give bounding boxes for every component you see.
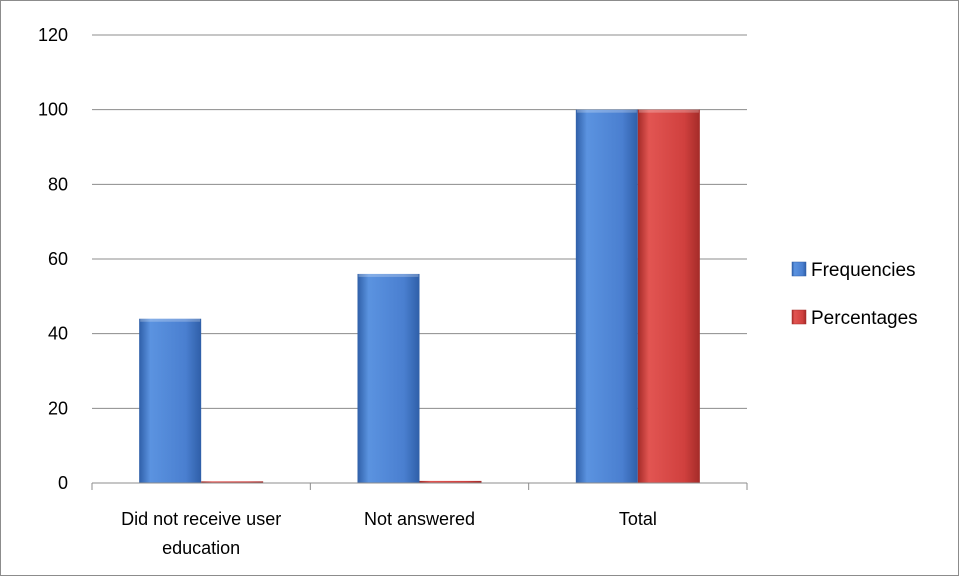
bar-frequencies	[575, 109, 638, 484]
bar-highlight	[358, 273, 419, 277]
bar-frequencies	[139, 318, 202, 483]
y-tick-label: 40	[48, 324, 68, 344]
bar-percentages	[201, 481, 264, 483]
legend-swatch-frequencies	[791, 261, 807, 277]
bar-frequencies	[357, 273, 420, 483]
y-tick-label: 100	[38, 100, 68, 120]
x-axis-category-labels: Did not receive user education Not answere…	[121, 509, 657, 558]
x-category-label: Not answered	[364, 509, 475, 529]
bar-percentages	[419, 480, 482, 483]
y-tick-label: 60	[48, 249, 68, 269]
legend-swatch-percentages	[791, 309, 807, 325]
bar-highlight	[140, 318, 201, 322]
y-tick-label: 0	[58, 473, 68, 493]
y-tick-label: 20	[48, 398, 68, 418]
legend-label-percentages: Percentages	[811, 308, 918, 329]
x-category-label: Did not receive user education	[121, 509, 281, 558]
legend: Frequencies Percentages	[791, 260, 918, 329]
y-tick-label: 80	[48, 174, 68, 194]
x-axis	[91, 482, 748, 490]
y-tick-label: 120	[38, 25, 68, 45]
bar-percentages	[637, 109, 700, 484]
bars	[139, 109, 700, 484]
bar-highlight	[576, 109, 637, 113]
x-category-label: Total	[619, 509, 657, 529]
legend-label-frequencies: Frequencies	[811, 260, 916, 281]
bar-highlight	[638, 109, 699, 113]
y-axis-tick-labels: 0 20 40 60 80 100 120	[38, 25, 68, 493]
